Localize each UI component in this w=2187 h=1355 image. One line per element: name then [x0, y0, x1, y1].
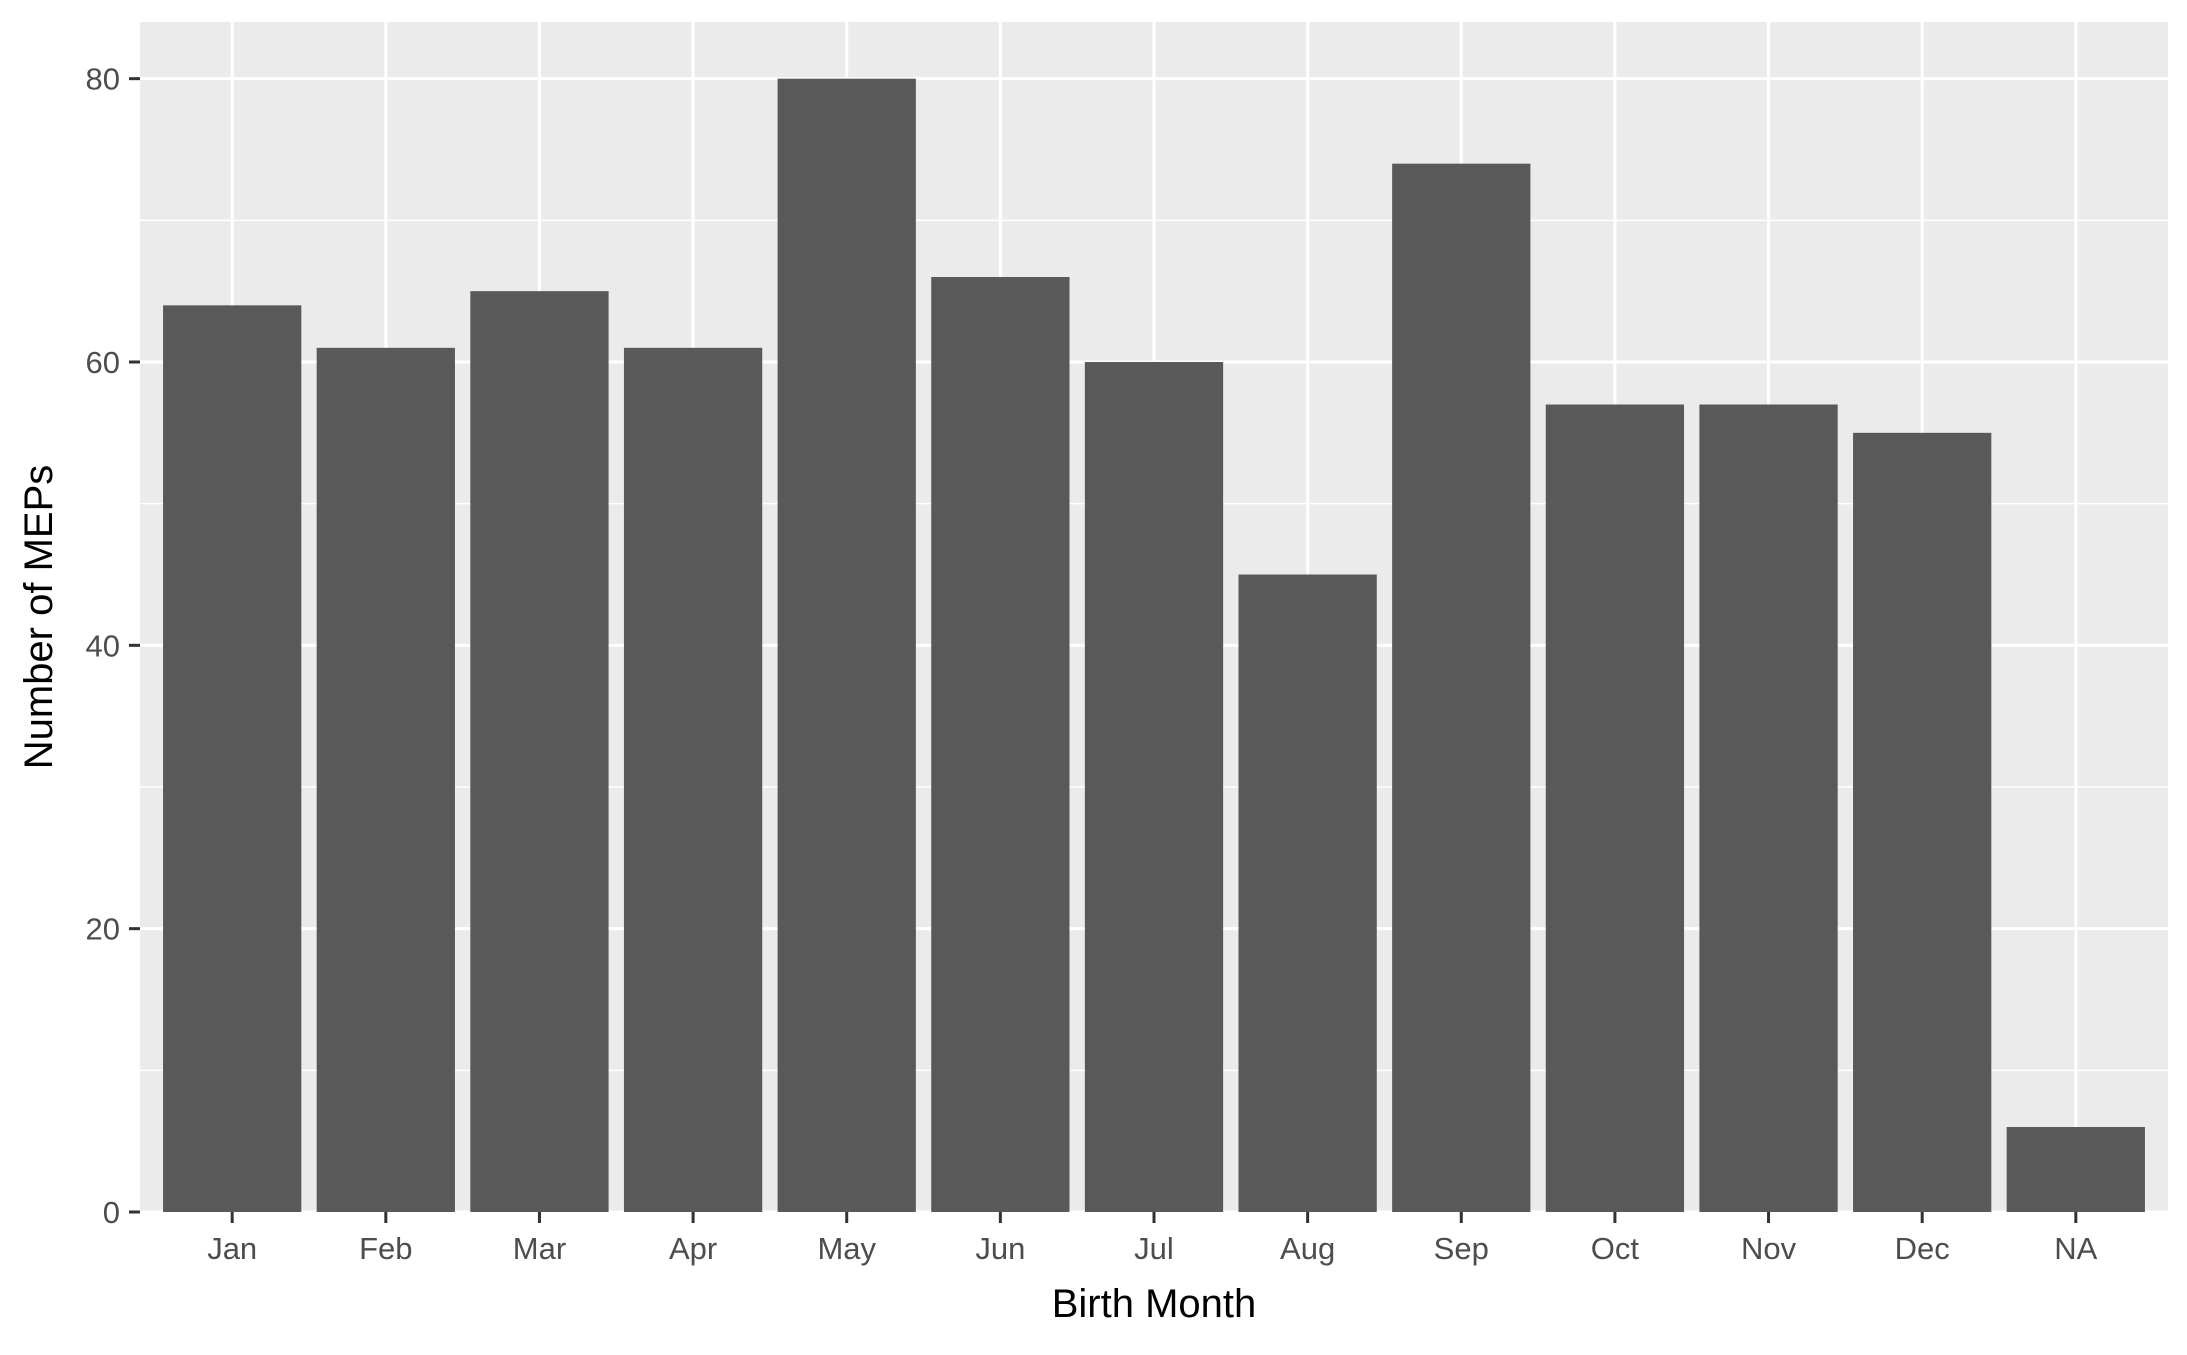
x-tick-label: Dec — [1895, 1231, 1950, 1266]
x-tick-label: Nov — [1741, 1231, 1797, 1266]
x-axis-title: Birth Month — [1052, 1282, 1257, 1326]
bar-na — [2006, 1127, 2145, 1212]
x-tick-label: Jun — [975, 1231, 1025, 1266]
bars — [163, 78, 2145, 1213]
bar-mar — [470, 291, 609, 1213]
bar-apr — [623, 347, 763, 1212]
x-tick-label: May — [817, 1231, 876, 1266]
y-axis: 0 20 40 60 80 — [86, 62, 140, 1230]
bar-may — [777, 78, 916, 1213]
x-tick-label: Jul — [1134, 1231, 1174, 1266]
x-tick-label: Jan — [207, 1231, 257, 1266]
x-tick-label: Apr — [669, 1231, 717, 1266]
x-tick-label: Oct — [1591, 1231, 1640, 1266]
x-axis: Jan Feb Mar Apr May Jun Jul Aug Sep Oct Nov Dec NA — [207, 1212, 2098, 1266]
bar-oct — [1545, 404, 1685, 1212]
y-axis-title: Number of MEPs — [17, 465, 61, 770]
bar-sep — [1392, 163, 1531, 1213]
x-tick-label: Aug — [1280, 1231, 1335, 1266]
x-tick-label: Sep — [1434, 1231, 1489, 1266]
x-tick-label: NA — [2054, 1231, 2097, 1266]
y-tick-label: 60 — [86, 345, 120, 380]
bar-dec — [1853, 432, 1992, 1212]
x-tick-label: Mar — [513, 1231, 566, 1266]
bar-jun — [931, 277, 1070, 1212]
y-tick-label: 0 — [103, 1195, 120, 1230]
bar-nov — [1699, 404, 1838, 1212]
y-tick-label: 40 — [86, 628, 120, 663]
bar-aug — [1238, 574, 1377, 1212]
y-tick-label: 20 — [86, 912, 120, 947]
bar-jul — [1084, 362, 1224, 1212]
x-tick-label: Feb — [359, 1231, 412, 1266]
y-tick-label: 80 — [86, 62, 120, 97]
bar-jan — [163, 305, 302, 1212]
bar-feb — [316, 347, 455, 1212]
